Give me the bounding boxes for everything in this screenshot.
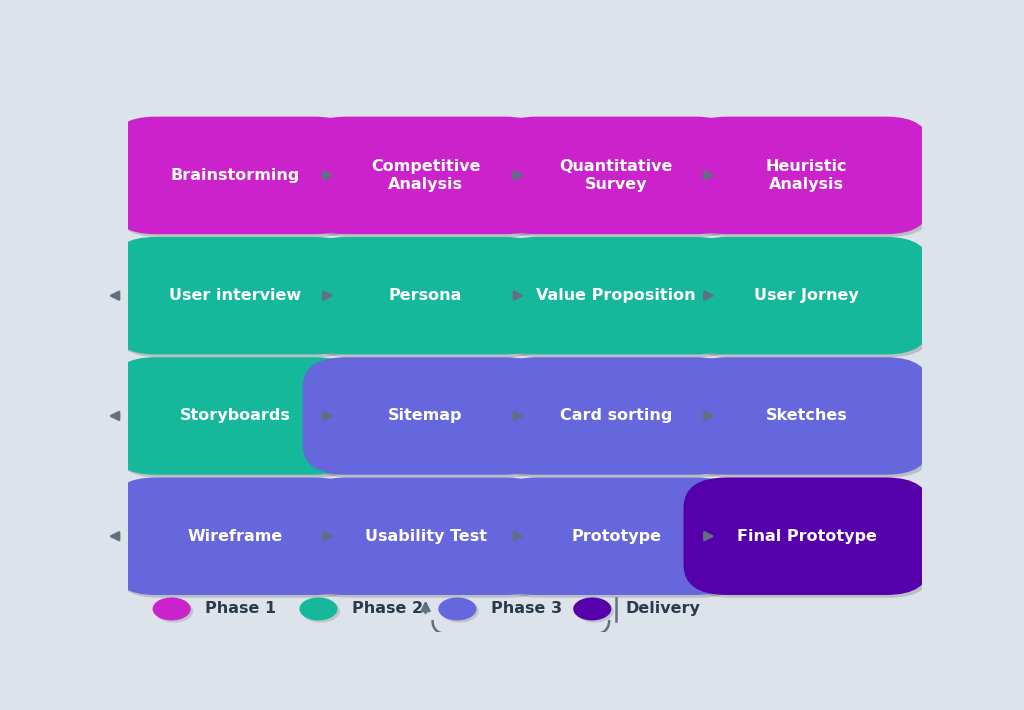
Text: Phase 1: Phase 1: [205, 601, 276, 616]
FancyBboxPatch shape: [303, 357, 549, 475]
FancyBboxPatch shape: [687, 360, 933, 477]
Ellipse shape: [302, 600, 340, 623]
Ellipse shape: [438, 597, 476, 621]
Text: Phase 3: Phase 3: [490, 601, 562, 616]
Ellipse shape: [299, 597, 338, 621]
FancyBboxPatch shape: [497, 240, 742, 357]
Text: Delivery: Delivery: [626, 601, 700, 616]
Ellipse shape: [153, 597, 190, 621]
Text: User Jorney: User Jorney: [754, 288, 859, 303]
FancyBboxPatch shape: [684, 357, 930, 475]
Text: User interview: User interview: [169, 288, 301, 303]
Text: Storyboards: Storyboards: [179, 408, 291, 423]
FancyBboxPatch shape: [116, 480, 361, 598]
Ellipse shape: [440, 600, 479, 623]
FancyBboxPatch shape: [306, 480, 552, 598]
FancyBboxPatch shape: [303, 237, 549, 354]
Text: Sketches: Sketches: [766, 408, 848, 423]
FancyBboxPatch shape: [494, 357, 739, 475]
Text: Persona: Persona: [389, 288, 462, 303]
FancyBboxPatch shape: [116, 240, 361, 357]
FancyBboxPatch shape: [113, 116, 358, 234]
FancyBboxPatch shape: [684, 237, 930, 354]
FancyBboxPatch shape: [494, 237, 739, 354]
FancyBboxPatch shape: [494, 477, 739, 595]
FancyBboxPatch shape: [306, 360, 552, 477]
Text: Prototype: Prototype: [571, 529, 662, 544]
FancyBboxPatch shape: [116, 360, 361, 477]
FancyBboxPatch shape: [497, 480, 742, 598]
Text: Card sorting: Card sorting: [560, 408, 672, 423]
FancyBboxPatch shape: [684, 477, 930, 595]
Text: Sitemap: Sitemap: [388, 408, 463, 423]
FancyBboxPatch shape: [303, 116, 549, 234]
FancyBboxPatch shape: [497, 119, 742, 237]
FancyBboxPatch shape: [497, 360, 742, 477]
Text: Usability Test: Usability Test: [365, 529, 486, 544]
Text: Brainstorming: Brainstorming: [170, 168, 300, 183]
Text: Wireframe: Wireframe: [187, 529, 283, 544]
FancyBboxPatch shape: [684, 116, 930, 234]
FancyBboxPatch shape: [687, 119, 933, 237]
FancyBboxPatch shape: [306, 119, 552, 237]
FancyBboxPatch shape: [303, 477, 549, 595]
FancyBboxPatch shape: [116, 119, 361, 237]
FancyBboxPatch shape: [306, 240, 552, 357]
FancyBboxPatch shape: [494, 116, 739, 234]
Text: Competitive
Analysis: Competitive Analysis: [371, 158, 480, 192]
Text: Quantitative
Survey: Quantitative Survey: [559, 158, 673, 192]
Ellipse shape: [155, 600, 194, 623]
Ellipse shape: [575, 600, 613, 623]
FancyBboxPatch shape: [113, 357, 358, 475]
FancyBboxPatch shape: [687, 240, 933, 357]
Text: Value Proposition: Value Proposition: [537, 288, 696, 303]
FancyBboxPatch shape: [113, 477, 358, 595]
Text: Final Prototype: Final Prototype: [736, 529, 877, 544]
Text: Phase 2: Phase 2: [352, 601, 423, 616]
FancyBboxPatch shape: [113, 237, 358, 354]
Ellipse shape: [573, 597, 611, 621]
Text: Heuristic
Analysis: Heuristic Analysis: [766, 158, 847, 192]
FancyBboxPatch shape: [687, 480, 933, 598]
